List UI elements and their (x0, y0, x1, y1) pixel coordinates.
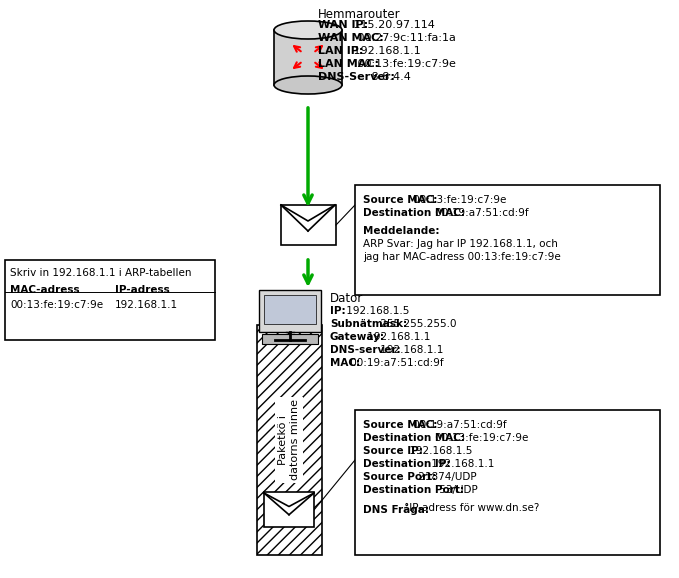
Text: MAC:: MAC: (330, 358, 360, 368)
Text: 00:13:fe:19:c7:9e: 00:13:fe:19:c7:9e (410, 195, 507, 205)
Text: 8.8.4.4: 8.8.4.4 (367, 72, 410, 82)
Text: Hemmarouter: Hemmarouter (318, 8, 401, 21)
Text: 192.168.1.1: 192.168.1.1 (365, 332, 430, 342)
Text: LAN IP:: LAN IP: (318, 46, 363, 56)
Ellipse shape (274, 21, 342, 39)
Text: DNS-server:: DNS-server: (330, 345, 401, 355)
Text: 00:19:a7:51:cd:9f: 00:19:a7:51:cd:9f (347, 358, 444, 368)
Text: 192.168.1.5: 192.168.1.5 (343, 306, 409, 316)
Bar (259, 290, 321, 332)
Text: IP-adress: IP-adress (115, 285, 170, 295)
Text: IP:: IP: (330, 306, 346, 316)
Text: DNS Fråga:: DNS Fråga: (363, 503, 429, 515)
Bar (274, 30, 342, 85)
Text: 00:13:fe:19:c7:9e: 00:13:fe:19:c7:9e (354, 59, 456, 69)
Text: LAN MAC:: LAN MAC: (318, 59, 379, 69)
Text: Source Port:: Source Port: (363, 472, 437, 482)
Text: 192.168.1.1: 192.168.1.1 (115, 300, 178, 310)
FancyBboxPatch shape (355, 410, 660, 555)
Text: Paketkö i
datorns minne: Paketkö i datorns minne (278, 399, 300, 480)
Bar (262, 334, 318, 344)
Text: 192.168.1.5: 192.168.1.5 (406, 446, 473, 456)
Text: 255.255.255.0: 255.255.255.0 (378, 319, 457, 329)
Text: Destination Port:: Destination Port: (363, 485, 464, 495)
Text: 192.168.1.1: 192.168.1.1 (428, 459, 494, 469)
Bar (264, 492, 314, 527)
Text: ARP Svar: Jag har IP 192.168.1.1, och: ARP Svar: Jag har IP 192.168.1.1, och (363, 239, 558, 249)
Ellipse shape (274, 76, 342, 94)
Bar (257, 325, 322, 555)
Bar (281, 205, 336, 245)
FancyBboxPatch shape (5, 260, 215, 340)
Bar (264, 295, 316, 324)
Text: Subnätmask:: Subnätmask: (330, 319, 407, 329)
Text: 21874/UDP: 21874/UDP (415, 472, 476, 482)
Text: Source IP:: Source IP: (363, 446, 423, 456)
Text: 00:27:9c:11:fa:1a: 00:27:9c:11:fa:1a (354, 33, 456, 43)
Text: 115.20.97.114: 115.20.97.114 (350, 20, 435, 30)
Text: Destination MAC:: Destination MAC: (363, 433, 465, 443)
Text: DNS-Server:: DNS-Server: (318, 72, 395, 82)
Text: 00:13:fe:19:c7:9e: 00:13:fe:19:c7:9e (432, 433, 528, 443)
Text: WAN IP:: WAN IP: (318, 20, 368, 30)
Text: 192.168.1.1: 192.168.1.1 (378, 345, 443, 355)
Text: 53/UDP: 53/UDP (436, 485, 478, 495)
Text: 00:19:a7:51:cd:9f: 00:19:a7:51:cd:9f (410, 420, 507, 430)
Text: Source MAC:: Source MAC: (363, 195, 437, 205)
Text: Dator: Dator (330, 292, 363, 305)
Text: Source MAC:: Source MAC: (363, 420, 437, 430)
Text: WAN MAC:: WAN MAC: (318, 33, 384, 43)
Text: 00:19:a7:51:cd:9f: 00:19:a7:51:cd:9f (432, 208, 528, 218)
Text: Destination MAC:: Destination MAC: (363, 208, 465, 218)
Text: Gateway:: Gateway: (330, 332, 385, 342)
Text: 00:13:fe:19:c7:9e: 00:13:fe:19:c7:9e (10, 300, 103, 310)
Text: MAC-adress: MAC-adress (10, 285, 79, 295)
Text: jag har MAC-adress 00:13:fe:19:c7:9e: jag har MAC-adress 00:13:fe:19:c7:9e (363, 252, 561, 262)
Text: Destination IP:: Destination IP: (363, 459, 450, 469)
FancyBboxPatch shape (355, 185, 660, 295)
Text: Meddelande:: Meddelande: (363, 226, 439, 236)
Text: Skriv in 192.168.1.1 i ARP-tabellen: Skriv in 192.168.1.1 i ARP-tabellen (10, 268, 191, 278)
Text: 192.168.1.1: 192.168.1.1 (350, 46, 420, 56)
Text: IP-adress för www.dn.se?: IP-adress för www.dn.se? (406, 503, 539, 513)
